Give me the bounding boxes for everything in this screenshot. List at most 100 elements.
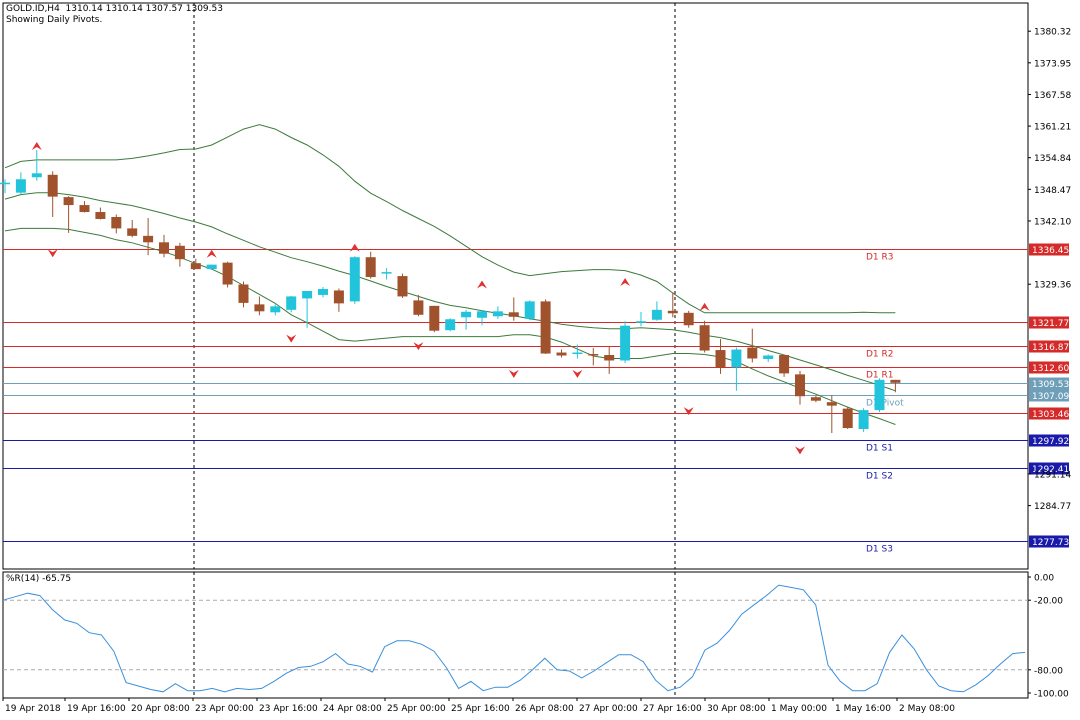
fractal-up-arrow xyxy=(620,278,631,286)
pivot-level-label: D1 Pivot xyxy=(866,399,904,409)
candle-body xyxy=(588,354,599,356)
pivot-level-label: D1 R2 xyxy=(866,350,894,360)
time-tick-label: 23 Apr 00:00 xyxy=(195,704,254,714)
indicator-tick-label: -100.00 xyxy=(1034,690,1069,700)
candle-body xyxy=(636,321,646,323)
axes: 1380.32 1373.95 1367.58 1361.21 1354.84 1348.… xyxy=(2,28,1071,714)
price-axis-marker xyxy=(1029,434,1069,447)
wpr-line xyxy=(2,584,1026,693)
candle-body xyxy=(79,205,90,213)
candle-body xyxy=(667,310,678,314)
candle-body xyxy=(524,301,535,319)
price-axis-marker-label: 1321.77 xyxy=(1032,319,1069,329)
candle-body xyxy=(111,216,122,229)
price-tick-label: 1367.58 xyxy=(1034,91,1071,101)
symbol-info: GOLD.ID,H4 1310.14 1310.14 1307.57 1309.… xyxy=(6,4,223,14)
price-axis-marker xyxy=(1029,316,1069,329)
candle-body xyxy=(556,352,567,356)
candle-body xyxy=(238,284,249,303)
candle-body xyxy=(826,402,837,406)
candle-body xyxy=(429,305,440,331)
candle-body xyxy=(397,276,408,297)
time-tick-label: 20 Apr 08:00 xyxy=(131,704,190,714)
candle-body xyxy=(0,182,10,185)
time-tick-label: 27 Apr 16:00 xyxy=(643,704,702,714)
candle-body xyxy=(159,242,169,254)
price-tick-label: 1380.32 xyxy=(1034,28,1071,38)
indicator-frame xyxy=(2,571,1029,699)
price-tick-label: 1361.21 xyxy=(1034,123,1071,133)
fractal-up-arrow xyxy=(349,243,360,252)
pivot-level-label: D1 S1 xyxy=(866,444,893,454)
envelope-line xyxy=(4,192,896,392)
price-axis-marker-label: 1303.46 xyxy=(1032,410,1069,420)
time-tick-label: 1 May 00:00 xyxy=(771,704,827,714)
pivot-level-label: D1 S3 xyxy=(866,545,893,555)
candle-body xyxy=(143,235,154,243)
fractal-up-arrow xyxy=(31,141,42,150)
main-chart-frame xyxy=(2,2,1029,570)
candle-body xyxy=(333,290,344,304)
time-tick-label: 23 Apr 16:00 xyxy=(259,704,318,714)
pivot-levels: D1 R3 1336.45 1321.77 D1 R2 1316.87 D1 R1 1312… xyxy=(3,243,1069,555)
price-tick-label: 1354.84 xyxy=(1034,154,1071,164)
candle-body xyxy=(810,397,821,401)
time-tick-label: 24 Apr 08:00 xyxy=(323,704,382,714)
price-axis-marker xyxy=(1029,377,1069,390)
price-axis-marker xyxy=(1029,361,1069,374)
candle-body xyxy=(365,257,376,278)
candle-body xyxy=(254,304,265,312)
candle-body xyxy=(779,355,790,374)
price-axis-marker xyxy=(1029,407,1069,420)
fractal-down-arrow xyxy=(508,369,519,378)
candle-body xyxy=(842,408,853,428)
envelope-bands xyxy=(4,124,896,425)
fractal-down-arrow xyxy=(795,446,805,455)
candle-body xyxy=(699,325,710,351)
price-axis-marker-label: 1312.60 xyxy=(1032,364,1069,374)
time-tick-label: 2 May 08:00 xyxy=(899,704,955,714)
price-tick-label: 1348.47 xyxy=(1034,186,1071,196)
pivot-level-label: D1 R1 xyxy=(866,371,894,381)
envelope-line xyxy=(4,124,896,314)
candle-body xyxy=(206,264,217,270)
candle-body xyxy=(572,352,583,355)
candle-body xyxy=(492,311,503,317)
candle-body xyxy=(715,350,726,368)
candle-body xyxy=(604,355,615,361)
pivots-note: Showing Daily Pivots. xyxy=(6,15,103,25)
time-tick-label: 1 May 16:00 xyxy=(835,704,891,714)
candles xyxy=(0,149,901,433)
indicator-tick-label: -20.00 xyxy=(1034,597,1063,607)
fractal-down-arrow xyxy=(47,249,58,258)
fractal-down-arrow xyxy=(286,334,297,343)
price-axis-marker-label: 1297.92 xyxy=(1032,437,1069,447)
candle-body xyxy=(381,272,392,274)
candle-body xyxy=(461,311,472,318)
candle-body xyxy=(890,379,901,383)
candle-body xyxy=(651,309,662,320)
price-axis-marker xyxy=(1029,462,1069,475)
price-tick-label: 1342.10 xyxy=(1034,217,1071,227)
candle-body xyxy=(286,296,297,310)
candle-body xyxy=(747,347,758,359)
candle-body xyxy=(731,349,742,368)
period-separators xyxy=(193,3,676,698)
price-tick-label: 1373.95 xyxy=(1034,59,1071,69)
fractal-up-arrow xyxy=(699,302,710,311)
time-tick-label: 25 Apr 00:00 xyxy=(387,704,446,714)
williams-percent-r xyxy=(2,584,1028,693)
candle-body xyxy=(15,179,26,193)
candle-body xyxy=(763,355,774,359)
candle-body xyxy=(127,228,138,236)
candle-body xyxy=(63,197,74,206)
envelope-line xyxy=(4,227,896,425)
candle-body xyxy=(413,300,424,315)
candle-body xyxy=(95,212,106,219)
time-tick-label: 19 Apr 16:00 xyxy=(67,704,126,714)
price-axis-marker-label: 1277.73 xyxy=(1032,538,1069,548)
candle-body xyxy=(270,306,281,313)
price-axis-marker-label: 1316.87 xyxy=(1032,343,1069,353)
price-axis-marker-label: 1307.09 xyxy=(1032,392,1069,402)
